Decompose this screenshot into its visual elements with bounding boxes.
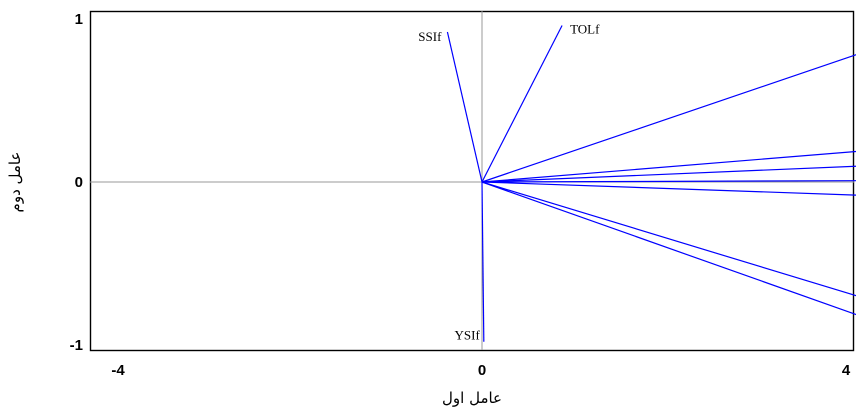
vector-line-yc <box>481 54 856 183</box>
vector-label-group: SSIfTOLfYcMPfGMPfHAMfSTIfYifYfYSIf <box>418 22 600 343</box>
vector-line-stif <box>481 181 856 196</box>
y-tick-label: -1 <box>70 337 83 354</box>
x-axis-title: عامل اول <box>442 389 502 407</box>
x-tick-label: 0 <box>478 362 486 379</box>
vector-line-yf <box>481 181 856 316</box>
x-tick-label: -4 <box>111 362 125 379</box>
vector-line-tolf <box>481 25 563 183</box>
vector-line-ysif <box>481 181 485 342</box>
y-tick-group: 1 0 -1 <box>70 11 83 354</box>
y-tick-label: 1 <box>75 11 83 28</box>
x-tick-label: 4 <box>842 362 851 379</box>
vector-line-mpf <box>481 150 856 183</box>
x-tick-group: -4 0 4 <box>111 362 851 379</box>
vector-line-yif <box>481 181 856 297</box>
vector-label-ssif: SSIf <box>418 29 442 44</box>
vector-line-hamf <box>481 180 856 183</box>
y-axis-title: عامل دوم <box>6 152 24 213</box>
vector-label-ysif: YSIf <box>455 328 481 343</box>
vector-group <box>446 25 856 342</box>
y-tick-label: 0 <box>75 174 83 191</box>
vector-line-gmpf <box>481 165 856 183</box>
vector-label-tolf: TOLf <box>570 22 600 37</box>
vector-line-ssif <box>446 31 483 183</box>
